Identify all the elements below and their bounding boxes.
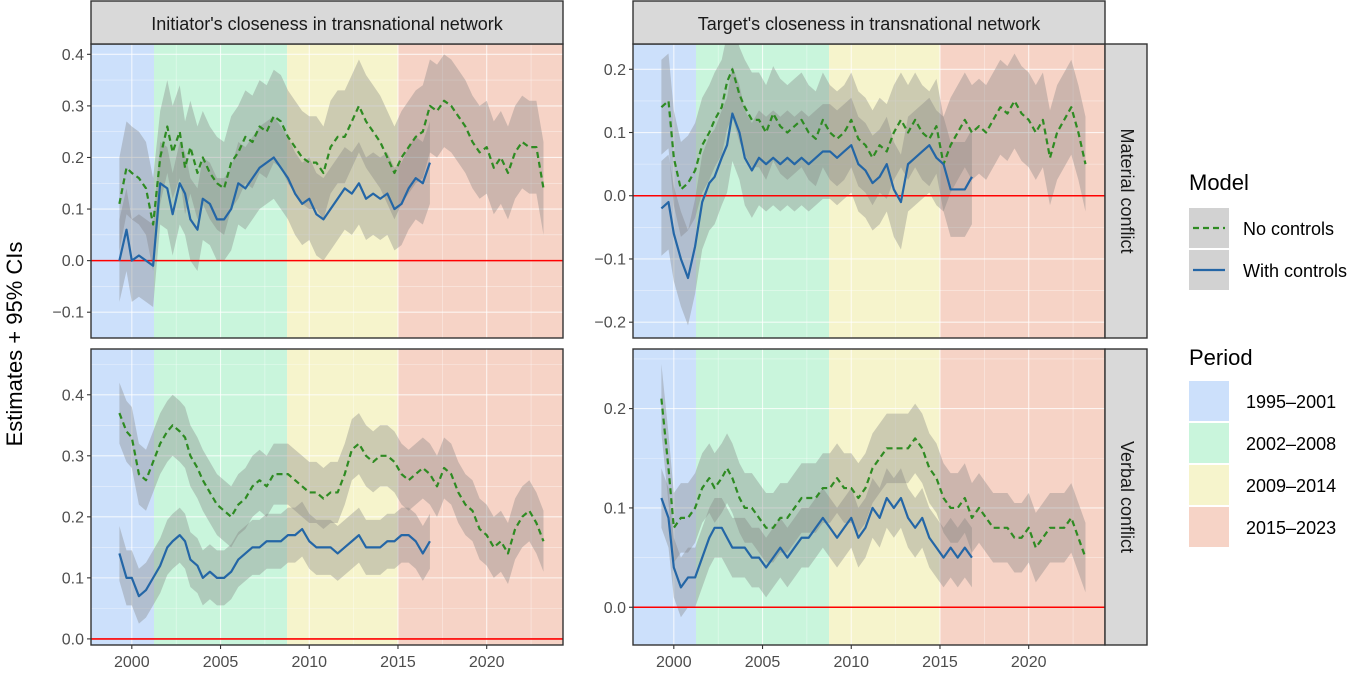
x-tick-label: 2010 [291,654,327,671]
legend-model-label: With controls [1243,261,1347,281]
y-tick-label: 0.4 [62,47,84,64]
series-line-with-controls [118,156,431,267]
strip-top [90,0,564,45]
panel-3: 0.0 0.1 0.2 0.3 0.4 2000 2005 2010 2015 2020 [62,348,564,671]
y-tick-label: 0.0 [604,188,626,205]
y-tick-label: 0.1 [604,500,626,517]
period-band [287,349,398,645]
y-tick-label: 0.0 [62,253,84,270]
legend-period-label: 1995–2001 [1246,392,1336,412]
legend-period-label: 2015–2023 [1246,518,1336,538]
y-tick-label: 0.2 [604,62,626,79]
y-tick-label: 0.0 [62,631,84,648]
period-band [397,349,563,645]
y-axis-title: Estimates + 95% CIs [2,242,27,447]
grid-lines [633,349,1105,645]
panel-4: 0.0 0.1 0.2 2000 2005 2010 2015 2020 Verbal conf… [604,348,1148,671]
strip-top-label: Target's closeness in transnational netw… [698,14,1042,34]
x-tick-label: 2000 [656,654,692,671]
ci-ribbon-no-controls [661,21,1086,237]
series-line-with-controls [660,112,973,280]
panel-1: −0.1 0.0 0.1 0.2 0.3 0.4 Initiator's closeness… [52,0,564,339]
x-tick-label: 2000 [114,654,150,671]
y-tick-label: 0.2 [62,150,84,167]
ci-ribbon-with-controls [119,501,430,624]
legend-period-title: Period [1189,345,1253,370]
legend-period-swatch [1189,381,1229,421]
legend-period-swatch [1189,423,1229,463]
period-band [829,349,940,645]
series-line-no-controls [660,68,1087,191]
legend-model-title: Model [1189,170,1249,195]
series-line-no-controls [660,398,1087,558]
y-tick-label: 0.2 [62,509,84,526]
y-tick-label: 0.1 [62,570,84,587]
ci-ribbon-no-controls [119,382,544,584]
y-tick-label: −0.1 [52,305,84,322]
x-tick-label: 2020 [469,654,505,671]
legend-period-label: 2009–2014 [1246,476,1336,496]
y-tick-label: 0.1 [62,202,84,219]
x-tick-label: 2005 [203,654,239,671]
legend-period-swatch [1189,507,1229,547]
legend: Model No controls With controls Period 1995–… [1189,170,1347,547]
period-band [633,44,696,338]
series-line-with-controls [660,496,973,589]
period-band [939,349,1105,645]
panel-2: −0.2 −0.1 0.0 0.1 0.2 Target's closeness in t… [594,0,1148,339]
x-tick-label: 2005 [745,654,781,671]
x-tick-label: 2015 [922,654,958,671]
strip-right-label: Material conflict [1117,128,1137,253]
period-band [829,44,940,338]
ci-ribbon-no-controls [661,363,1086,593]
strip-right-label: Verbal conflict [1117,441,1137,553]
y-tick-label: −0.2 [594,315,626,332]
strip-right [1104,43,1148,339]
y-tick-label: 0.3 [62,98,84,115]
y-tick-label: 0.3 [62,448,84,465]
series-line-with-controls [118,527,431,598]
strip-top [632,0,1106,45]
y-tick-label: −0.1 [594,251,626,268]
x-tick-label: 2015 [380,654,416,671]
x-tick-label: 2010 [833,654,869,671]
period-band [397,44,563,338]
panel-border [90,348,564,646]
y-tick-label: 0.0 [604,600,626,617]
period-band [633,349,696,645]
strip-right [1104,348,1148,646]
y-tick-label: 0.4 [62,387,84,404]
legend-model-label: No controls [1243,219,1334,239]
legend-period-label: 2002–2008 [1246,434,1336,454]
period-band [91,349,154,645]
ci-ribbon-with-controls [119,116,430,308]
strip-top-label: Initiator's closeness in transnational n… [151,14,504,34]
y-tick-label: 0.1 [604,125,626,142]
series-line-no-controls [118,412,545,555]
legend-period-swatch [1189,465,1229,505]
x-tick-label: 2020 [1011,654,1047,671]
y-tick-label: 0.2 [604,401,626,418]
period-band [939,44,1105,338]
